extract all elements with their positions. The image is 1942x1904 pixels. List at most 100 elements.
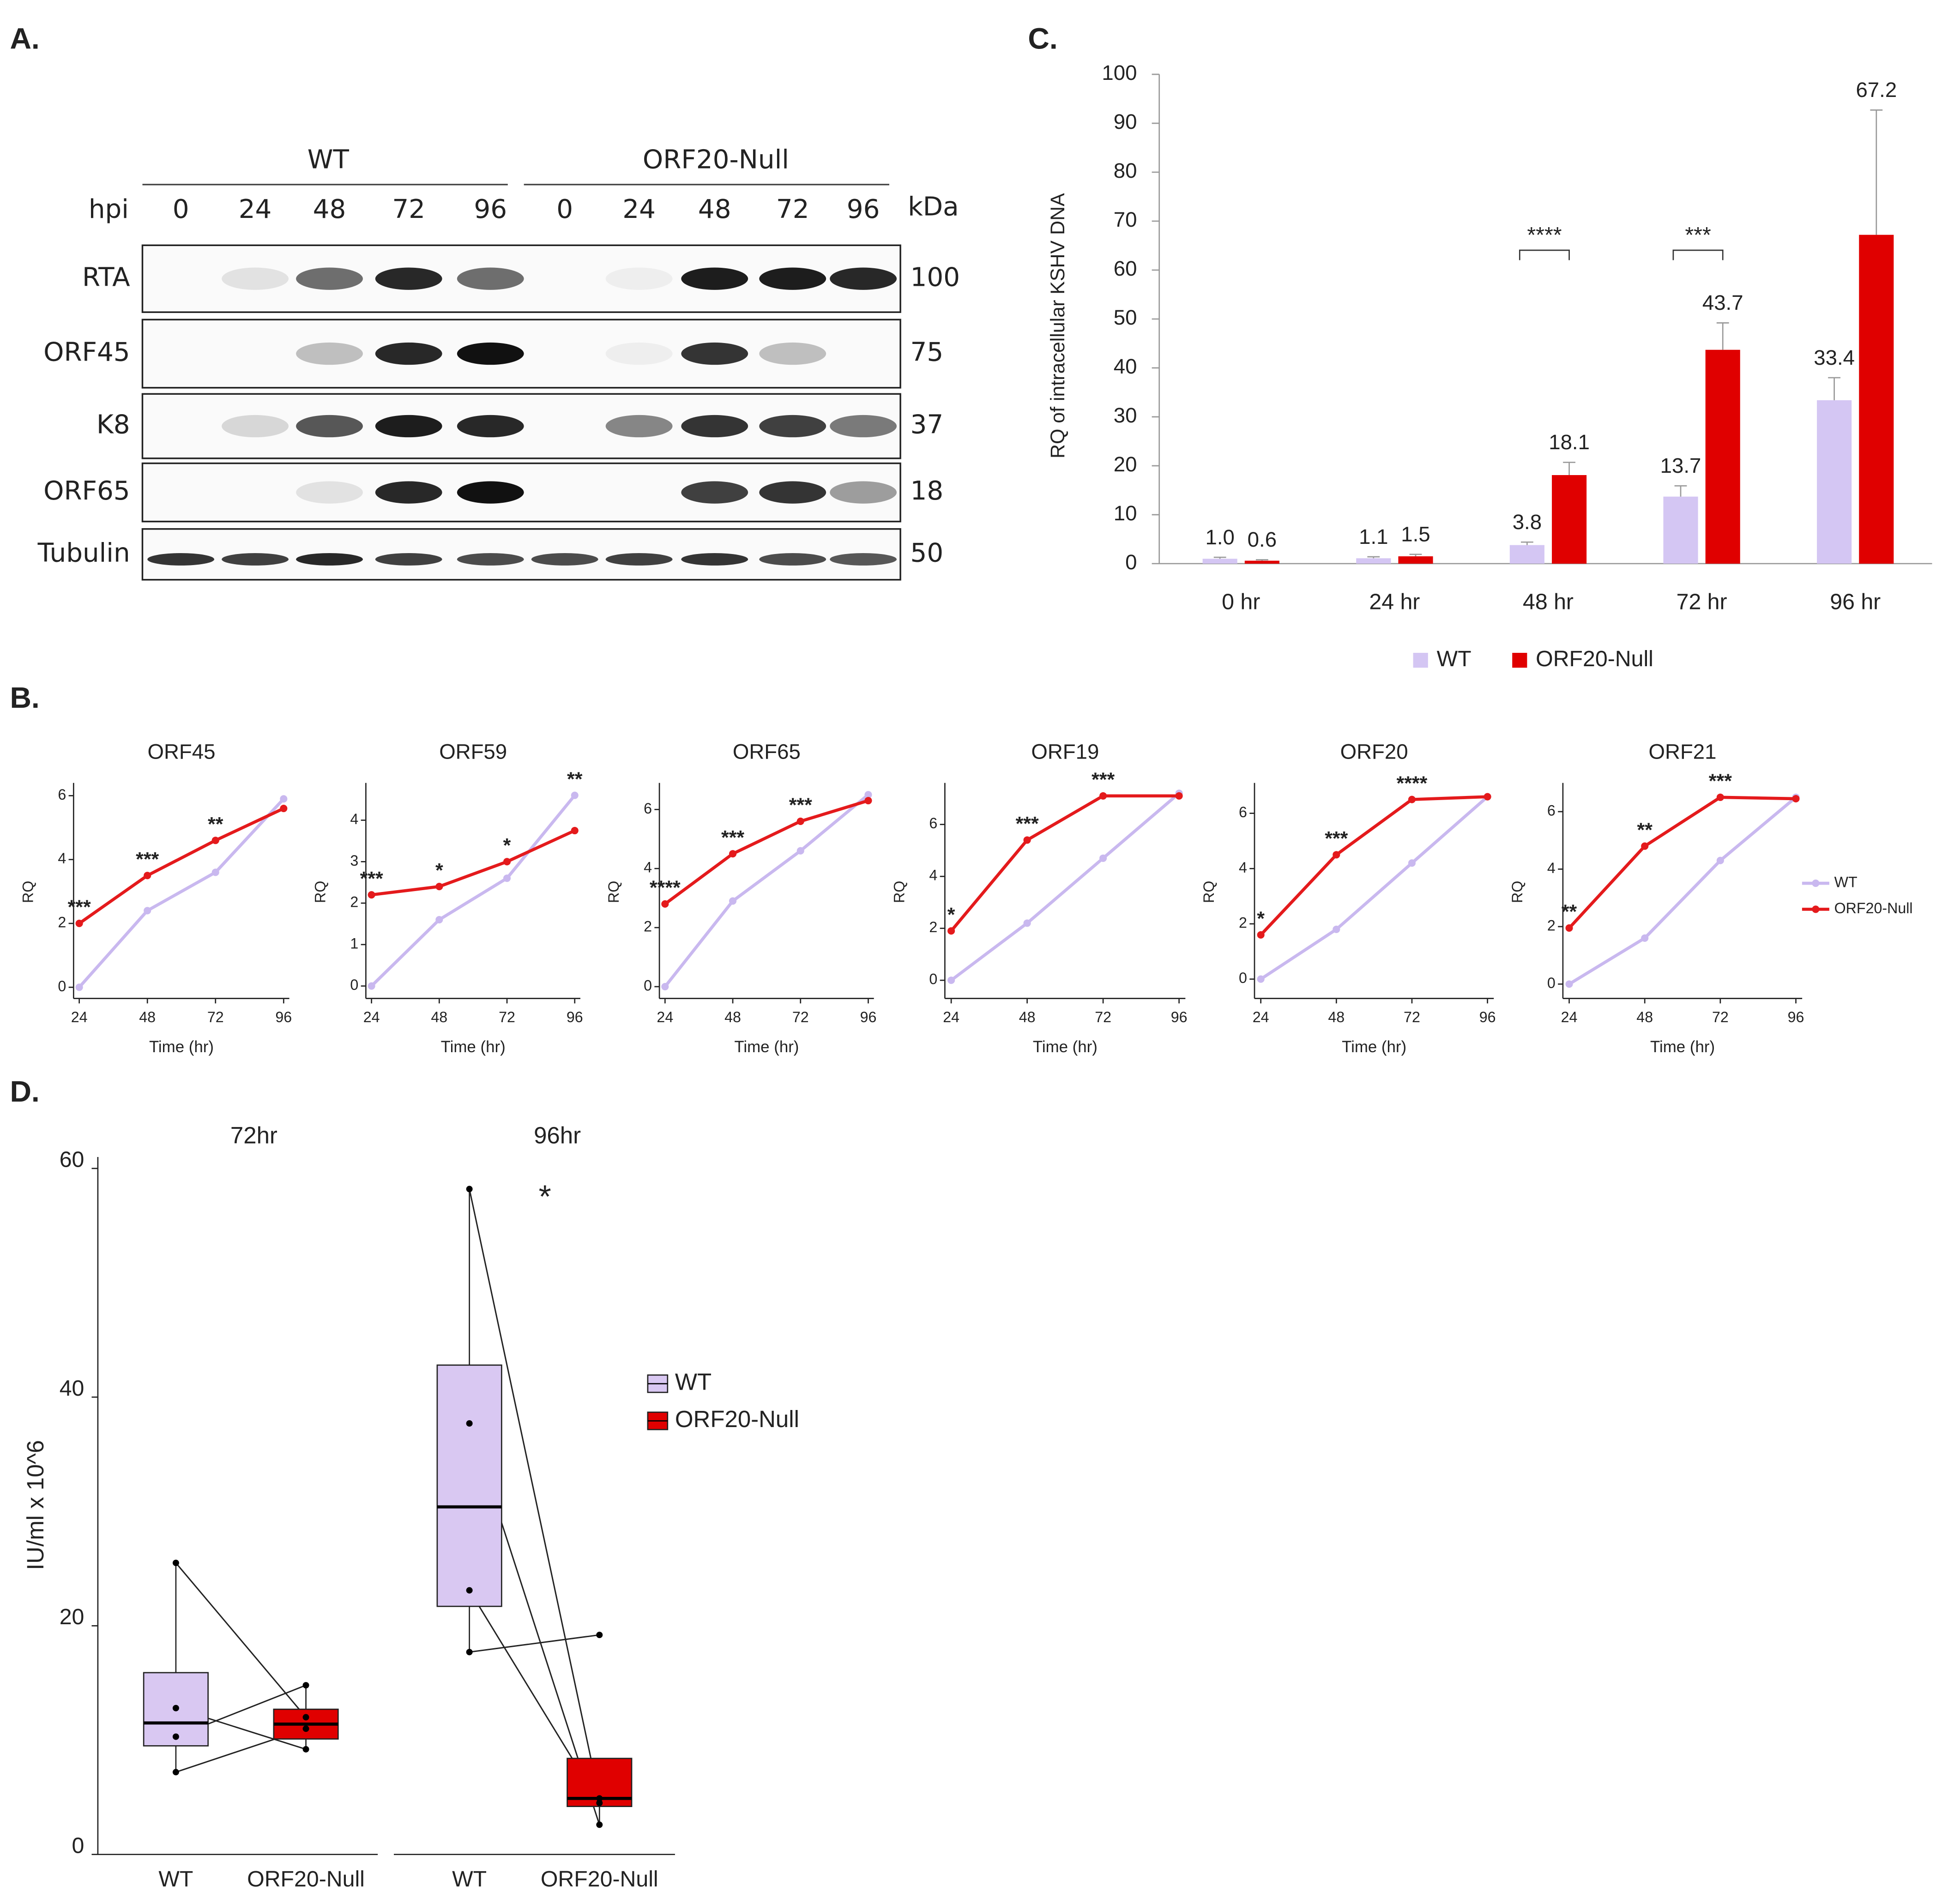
x-tick-label: 24 (657, 1009, 673, 1025)
x-tick-label: 0 hr (1222, 589, 1260, 614)
series-point (571, 826, 579, 835)
y-tick-label: 1 (350, 935, 358, 952)
series-point (1408, 859, 1416, 867)
band (681, 415, 748, 438)
y-tick-label: 40 (60, 1376, 84, 1401)
series-point (1408, 795, 1416, 803)
y-tick-label: 6 (929, 815, 937, 831)
bar (1859, 235, 1894, 564)
timepoint-label: 0 (556, 194, 573, 224)
series-point (144, 872, 151, 880)
y-tick-label: 50 (1114, 306, 1137, 329)
y-tick-label: 6 (1239, 804, 1247, 820)
facet-title: 96hr (534, 1122, 581, 1149)
y-tick-label: 70 (1114, 208, 1137, 231)
significance-label: * (539, 1179, 551, 1215)
x-tick-label: 24 (71, 1009, 88, 1025)
band (759, 267, 826, 290)
y-tick-label: 60 (1114, 257, 1137, 280)
series-line (371, 829, 576, 897)
significance-label: **** (650, 877, 681, 899)
value-label: 1.1 (1359, 525, 1388, 548)
y-tick-label: 4 (1547, 860, 1556, 876)
x-axis-label: Time (hr) (1033, 1038, 1098, 1056)
x-tick-label: 24 (943, 1009, 959, 1025)
data-point (596, 1800, 603, 1807)
significance-label: *** (1092, 769, 1115, 791)
y-tick-label: 2 (1239, 915, 1247, 931)
data-point (302, 1714, 309, 1721)
x-axis-label: Time (hr) (734, 1038, 799, 1056)
data-point (596, 1821, 603, 1828)
x-tick-label: 96 (567, 1009, 583, 1025)
band (296, 267, 363, 290)
series-point (796, 817, 804, 825)
series-point (1023, 919, 1031, 927)
timepoint-label: 48 (313, 194, 346, 224)
data-point (172, 1733, 179, 1740)
series-point (1023, 836, 1031, 844)
series-line (78, 807, 284, 925)
timepoint-label: 48 (698, 194, 731, 224)
x-axis-label: Time (hr) (149, 1038, 214, 1056)
value-label: 13.7 (1660, 454, 1701, 477)
group-label: WT (308, 145, 350, 175)
significance-label: * (435, 859, 443, 881)
bar (1552, 475, 1587, 564)
bar (1705, 349, 1740, 564)
series-point (435, 883, 443, 891)
series-point (1641, 934, 1649, 942)
y-tick-label: 40 (1114, 355, 1137, 378)
x-tick-label: 72 (1095, 1009, 1111, 1025)
bar (1509, 545, 1544, 564)
band (759, 481, 826, 504)
value-label: 1.5 (1401, 522, 1430, 546)
band (457, 415, 524, 438)
significance-label: *** (360, 868, 383, 890)
band (605, 267, 673, 290)
significance-label: * (1257, 908, 1265, 930)
kda-label: 37 (911, 410, 944, 440)
series-point (1716, 793, 1724, 801)
series-point (947, 927, 955, 935)
series-line (1568, 795, 1796, 929)
pair-line (175, 1562, 307, 1718)
value-label: 18.1 (1549, 430, 1590, 454)
x-tick-label: 72 (207, 1009, 224, 1025)
y-tick-label: 0 (1547, 975, 1556, 991)
band (296, 553, 363, 566)
legend-key (1512, 653, 1527, 668)
series-point (1641, 842, 1649, 850)
data-point (302, 1725, 309, 1732)
series-line (1260, 795, 1488, 936)
y-axis-label: IU/ml x 10^6 (22, 1440, 48, 1570)
legend-label: ORF20-Null (1536, 646, 1653, 671)
significance-label: **** (1397, 772, 1428, 795)
series-line (370, 794, 576, 988)
band (531, 553, 598, 566)
y-tick-label: 30 (1114, 404, 1137, 427)
band (759, 553, 826, 566)
series-point (571, 791, 579, 799)
series-point (435, 916, 443, 924)
facet-title: 72hr (230, 1122, 277, 1149)
significance-label: * (503, 834, 511, 856)
value-label: 67.2 (1856, 78, 1897, 102)
panel-label: D. (10, 1075, 39, 1108)
series-line (1568, 796, 1797, 986)
band (457, 342, 524, 365)
y-tick-label: 4 (644, 859, 652, 876)
band (296, 481, 363, 504)
panel-label: C. (1028, 22, 1057, 55)
band (681, 553, 748, 566)
y-tick-label: 0 (929, 971, 937, 988)
y-tick-label: 3 (350, 852, 358, 869)
y-tick-label: 0 (644, 977, 652, 994)
legend-label: ORF20-Null (1834, 900, 1913, 916)
x-tick-label: 96 (1171, 1009, 1188, 1025)
band (605, 342, 673, 365)
timepoint-label: 96 (847, 194, 880, 224)
x-tick-label: 72 hr (1677, 589, 1727, 614)
series-point (503, 858, 511, 866)
